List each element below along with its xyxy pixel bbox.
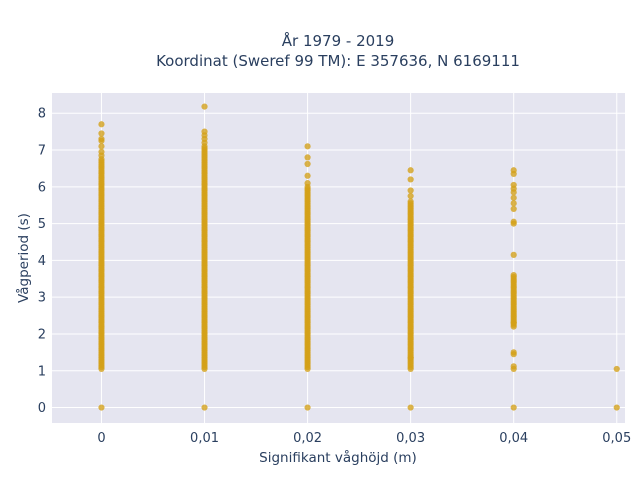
data-point [98,130,105,137]
data-points [98,103,620,411]
data-point [304,143,311,150]
y-axis-title: Vågperiod (s) [15,213,32,303]
data-point [98,135,105,143]
y-tick-label: 7 [38,144,46,159]
data-point [510,404,517,411]
data-point [407,354,414,361]
data-point [304,180,311,187]
data-point [510,205,517,212]
x-tick-label: 0,02 [293,431,322,446]
data-point [510,349,517,356]
x-axis-title: Signifikant våghöjd (m) [259,449,417,466]
x-axis-ticks: 0 0,01 0,02 0,03 0,04 0,05 [97,431,631,446]
chart-title: År 1979 - 2019 [282,31,395,50]
data-point [201,128,208,135]
data-point [407,198,414,205]
data-point [510,272,517,279]
data-point [407,176,414,183]
data-point [407,187,414,194]
x-tick-label: 0,04 [499,431,528,446]
y-tick-label: 1 [38,364,46,379]
y-axis-ticks: 0 1 2 3 4 5 6 7 8 [38,107,46,416]
data-point [613,404,620,411]
x-tick-label: 0,05 [602,431,631,446]
y-tick-label: 6 [38,180,46,195]
data-point [510,200,517,207]
data-point [510,194,517,201]
data-point [407,404,414,411]
y-tick-label: 4 [38,254,46,269]
data-point [407,167,414,174]
data-point [304,160,311,168]
y-tick-label: 3 [38,291,46,306]
data-point [98,148,105,155]
data-point [510,319,517,327]
y-tick-label: 0 [38,401,46,416]
data-point [510,251,517,258]
data-point [510,363,517,370]
data-point [98,121,105,128]
plot-area [52,93,625,423]
data-point [407,192,414,200]
chart-subtitle: Koordinat (Sweref 99 TM): E 357636, N 61… [156,52,520,70]
data-point [510,167,517,174]
data-point [98,143,105,150]
data-point [98,404,105,411]
y-tick-label: 8 [38,107,46,122]
data-point [304,172,311,179]
data-point [201,404,208,411]
x-tick-label: 0 [97,431,105,446]
x-tick-label: 0,03 [396,431,425,446]
data-point [304,154,311,161]
data-point [304,404,311,411]
data-point [613,365,620,373]
y-tick-label: 5 [38,217,46,232]
data-point [201,103,208,110]
data-point [510,218,517,225]
data-point [510,181,517,189]
x-tick-label: 0,01 [190,431,219,446]
y-tick-label: 2 [38,327,46,342]
